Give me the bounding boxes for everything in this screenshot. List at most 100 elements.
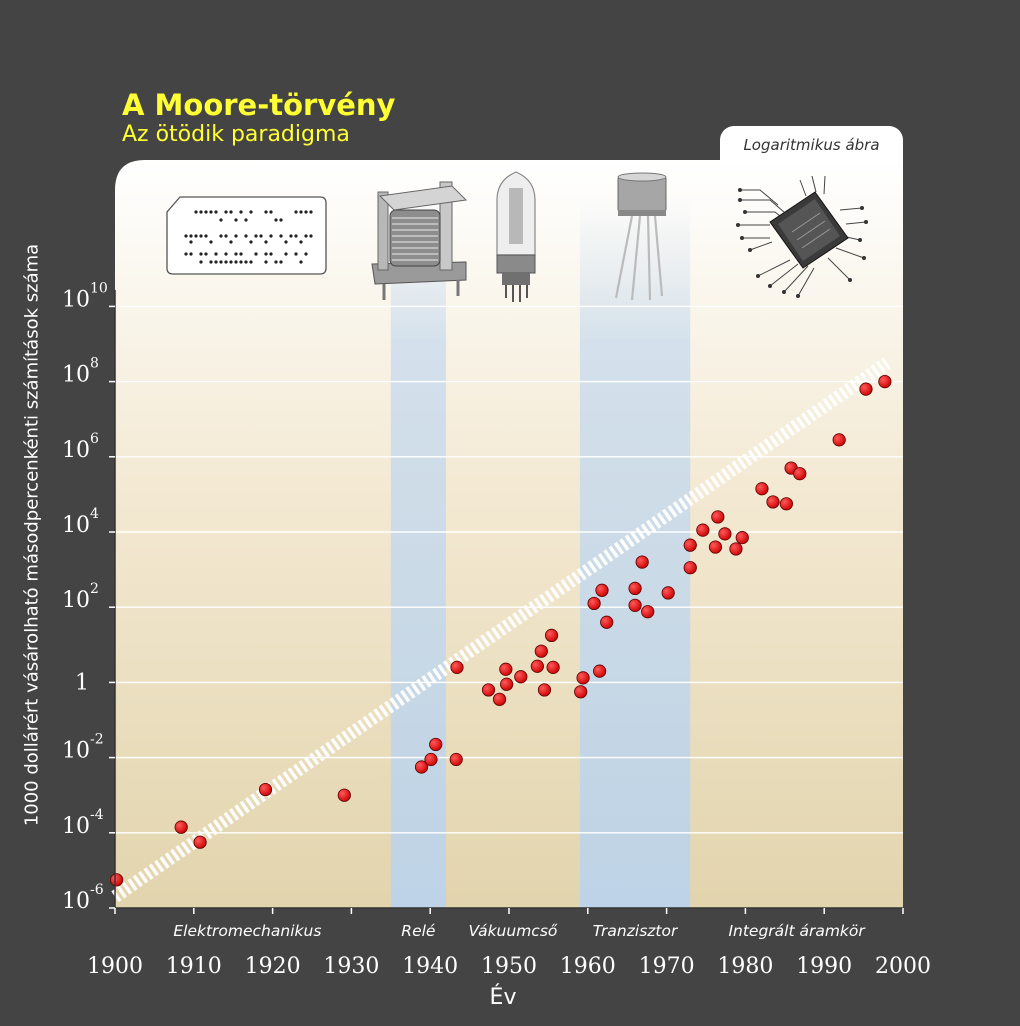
transistor-icon bbox=[614, 172, 667, 301]
y-tick-base: 10 bbox=[62, 513, 90, 538]
data-point bbox=[711, 510, 725, 524]
chart-title: A Moore-törvény bbox=[122, 88, 396, 122]
paradigm-label: Relé bbox=[401, 922, 435, 940]
x-tick-label: 1930 bbox=[323, 954, 379, 979]
paradigm-label: Elektromechanikus bbox=[173, 922, 321, 940]
y-tick-base: 10 bbox=[62, 739, 90, 764]
y-tick-label: 104 bbox=[62, 506, 99, 538]
paradigm-label: Tranzisztor bbox=[593, 922, 679, 940]
data-point bbox=[635, 555, 649, 569]
data-point bbox=[600, 615, 614, 629]
data-point bbox=[544, 628, 559, 643]
x-tick-label: 1970 bbox=[639, 954, 695, 979]
x-tick-label: 1990 bbox=[796, 954, 852, 979]
x-tick-label: 1920 bbox=[245, 954, 301, 979]
punched-card-icon bbox=[166, 196, 327, 275]
data-point bbox=[537, 683, 552, 697]
paradigm-label: Vákuumcső bbox=[468, 922, 557, 940]
chart-subtitle: Az ötödik paradigma bbox=[122, 122, 350, 147]
data-point bbox=[574, 685, 588, 699]
data-point bbox=[755, 482, 769, 496]
trend-line bbox=[111, 357, 891, 903]
data-point bbox=[793, 467, 807, 481]
data-point bbox=[593, 664, 607, 678]
data-point bbox=[414, 760, 429, 774]
data-point bbox=[534, 644, 548, 658]
data-point bbox=[337, 788, 351, 802]
x-tick-label: 1910 bbox=[166, 954, 222, 979]
data-point bbox=[628, 598, 642, 612]
data-point bbox=[530, 659, 544, 673]
x-tick-label: 1940 bbox=[402, 954, 458, 979]
data-point bbox=[499, 662, 513, 676]
data-point bbox=[641, 605, 655, 619]
data-point bbox=[729, 542, 743, 556]
data-point bbox=[683, 561, 697, 575]
y-axis-label: 1000 dollárért vásárolható másodpercenké… bbox=[21, 243, 43, 827]
y-tick-label: 10-6 bbox=[62, 882, 104, 914]
x-tick-label: 1950 bbox=[481, 954, 537, 979]
plot-panel bbox=[115, 160, 903, 908]
data-point bbox=[500, 677, 514, 691]
data-point bbox=[859, 382, 873, 396]
y-tick-base: 10 bbox=[62, 814, 90, 839]
y-tick-label: 1010 bbox=[62, 280, 108, 312]
vacuum-tube-icon bbox=[496, 171, 536, 302]
data-point bbox=[708, 540, 723, 554]
data-point bbox=[449, 752, 463, 767]
data-point bbox=[628, 581, 642, 596]
y-tick-base: 10 bbox=[62, 287, 90, 312]
x-tick-label: 2000 bbox=[875, 954, 931, 979]
data-point bbox=[258, 782, 273, 797]
y-tick-exponent: 6 bbox=[90, 431, 99, 447]
y-tick-base: 10 bbox=[62, 588, 90, 613]
y-tick-exponent: 8 bbox=[90, 356, 99, 372]
y-tick-exponent: 10 bbox=[90, 280, 108, 296]
log-scale-tag: Logaritmikus ábra bbox=[720, 126, 903, 166]
y-tick-label: 10-2 bbox=[62, 732, 104, 764]
data-point bbox=[193, 835, 207, 849]
x-axis-label: Év bbox=[489, 985, 517, 1010]
y-tick-exponent: -2 bbox=[90, 732, 104, 748]
data-point bbox=[514, 670, 528, 684]
data-point bbox=[832, 433, 846, 447]
data-point bbox=[492, 692, 507, 706]
data-point bbox=[683, 538, 697, 552]
data-point bbox=[595, 583, 609, 597]
data-point bbox=[424, 752, 438, 767]
y-tick-exponent: 2 bbox=[90, 581, 99, 597]
data-point bbox=[766, 495, 780, 509]
data-point bbox=[735, 531, 749, 545]
y-tick-label: 102 bbox=[62, 581, 99, 613]
x-tick-label: 1900 bbox=[87, 954, 143, 979]
data-point bbox=[109, 873, 124, 887]
data-point bbox=[429, 737, 443, 752]
x-tick-label: 1980 bbox=[717, 954, 773, 979]
y-tick-exponent: -6 bbox=[90, 882, 104, 898]
y-tick-base: 10 bbox=[62, 438, 90, 463]
data-point bbox=[718, 527, 732, 541]
data-point bbox=[576, 671, 590, 685]
data-point bbox=[779, 497, 793, 511]
y-tick-label: 108 bbox=[62, 356, 99, 388]
data-point bbox=[696, 523, 710, 537]
data-point bbox=[174, 820, 188, 834]
paradigm-label: Integrált áramkör bbox=[728, 922, 866, 940]
y-tick-label: 10-4 bbox=[62, 807, 104, 839]
data-point bbox=[661, 586, 675, 600]
paradigm-band bbox=[579, 200, 691, 908]
y-tick-base: 10 bbox=[62, 363, 90, 388]
data-point bbox=[546, 660, 560, 674]
y-tick-exponent: 4 bbox=[90, 506, 99, 522]
y-tick-label: 1 bbox=[75, 670, 89, 695]
y-tick-label: 106 bbox=[62, 431, 99, 463]
data-point bbox=[587, 596, 601, 611]
integrated-circuit-icon bbox=[736, 175, 868, 298]
data-point bbox=[481, 683, 496, 697]
data-point bbox=[878, 374, 892, 389]
paradigm-band bbox=[390, 200, 446, 908]
y-tick-exponent: -4 bbox=[90, 807, 104, 823]
x-tick-label: 1960 bbox=[560, 954, 616, 979]
